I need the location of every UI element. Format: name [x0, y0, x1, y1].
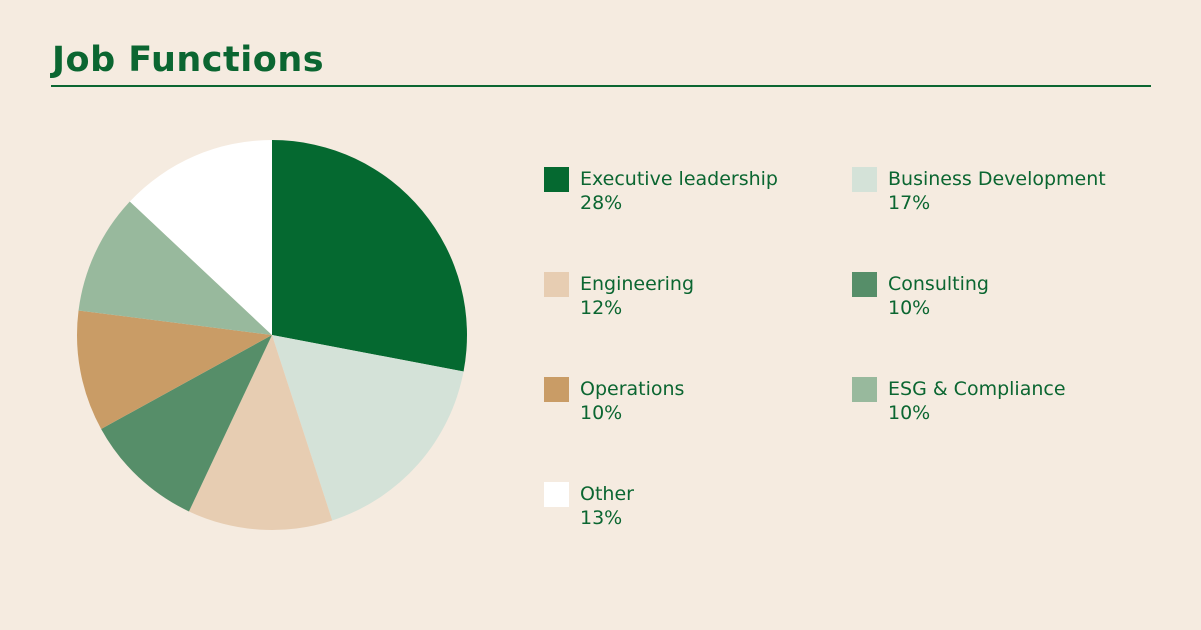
legend-swatch — [544, 482, 569, 507]
legend-swatch — [852, 377, 877, 402]
legend-label: Operations — [580, 378, 685, 400]
legend-label: ESG & Compliance — [888, 378, 1066, 400]
legend-label: Executive leadership — [580, 168, 778, 190]
legend-value: 10% — [888, 297, 931, 319]
legend-value: 17% — [888, 192, 931, 214]
pie-slice-business-development — [272, 335, 464, 521]
pie-slice-esg-compliance — [78, 201, 273, 335]
pie-slice-executive-leadership — [272, 140, 467, 372]
pie-slice-operations — [77, 310, 273, 429]
legend-value: 13% — [580, 507, 623, 529]
legend-value: 10% — [888, 402, 931, 424]
legend-swatch — [852, 272, 877, 297]
chart-title: Job Functions — [52, 40, 325, 80]
pie-slice-engineering — [188, 335, 333, 530]
pie-slice-other — [129, 140, 272, 335]
legend-swatch — [544, 272, 569, 297]
legend-label: Business Development — [888, 168, 1106, 190]
legend-swatch — [544, 167, 569, 192]
legend-value: 28% — [580, 192, 623, 214]
legend-swatch — [544, 377, 569, 402]
legend-swatch — [852, 167, 877, 192]
title-divider — [51, 85, 1151, 87]
legend-label: Consulting — [888, 273, 989, 295]
legend-label: Other — [580, 483, 634, 505]
pie-slice-consulting — [101, 335, 272, 512]
legend-label: Engineering — [580, 273, 694, 295]
legend-value: 10% — [580, 402, 623, 424]
legend-value: 12% — [580, 297, 623, 319]
